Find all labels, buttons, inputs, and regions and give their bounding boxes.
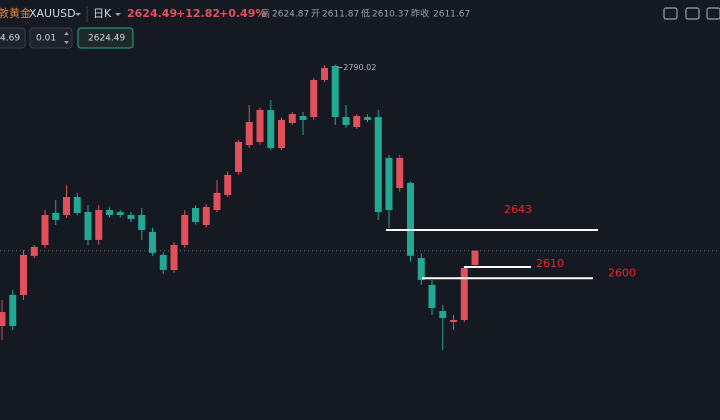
candle-body bbox=[450, 320, 457, 322]
candle-body bbox=[342, 117, 350, 126]
level-label: 2600 bbox=[608, 266, 636, 279]
candle-body bbox=[213, 192, 221, 211]
candle-body bbox=[106, 210, 113, 215]
high-label: 2790.02 bbox=[343, 63, 376, 72]
candle-body bbox=[52, 212, 60, 220]
high-value: 2624.87 bbox=[272, 10, 309, 20]
candle-body bbox=[192, 208, 199, 222]
settings-icon[interactable] bbox=[706, 7, 720, 20]
plot-area: 2790.02 2643 2610 2600 bbox=[0, 63, 720, 350]
candle-body bbox=[310, 80, 318, 118]
lot: 0.01 bbox=[36, 34, 56, 44]
prev-close-value: 2611.67 bbox=[433, 10, 470, 20]
candle-body bbox=[428, 284, 436, 308]
toolbar-icons bbox=[663, 7, 720, 20]
candle-body bbox=[95, 210, 103, 240]
prev-close-label: 昨收 bbox=[411, 8, 429, 20]
left-value: 4.69 bbox=[0, 34, 20, 44]
symbol-name[interactable]: 敦黄金 bbox=[0, 6, 31, 20]
input-box[interactable] bbox=[0, 27, 26, 49]
candle-body bbox=[374, 117, 382, 213]
candle-body bbox=[159, 254, 167, 270]
indicator-icon[interactable] bbox=[685, 7, 700, 20]
low-label: 低 bbox=[361, 8, 370, 20]
candle-body bbox=[407, 182, 414, 256]
dropdown-arrow[interactable] bbox=[75, 13, 81, 16]
candle-body bbox=[288, 113, 296, 123]
candle-body bbox=[224, 174, 232, 195]
level-label: 2643 bbox=[504, 203, 532, 216]
lot-box[interactable] bbox=[29, 27, 73, 49]
candle-body bbox=[170, 245, 178, 270]
dropdown-arrow[interactable] bbox=[115, 13, 121, 16]
open-label: 开 bbox=[311, 9, 320, 20]
candle-body bbox=[41, 214, 49, 246]
candle-body bbox=[202, 206, 210, 225]
candle-body bbox=[439, 311, 447, 318]
candle-body bbox=[138, 214, 146, 230]
period[interactable]: 日K bbox=[93, 7, 112, 20]
candle-body bbox=[278, 119, 285, 148]
candle-body bbox=[267, 109, 275, 148]
candle-body bbox=[396, 157, 404, 188]
candle-body bbox=[127, 214, 135, 219]
candle-body bbox=[245, 121, 253, 146]
candle-body bbox=[116, 212, 124, 215]
candle-body bbox=[460, 267, 468, 321]
high-label: 高 bbox=[261, 8, 270, 20]
candle-body bbox=[353, 116, 361, 128]
candle-body bbox=[331, 65, 339, 118]
candle-body bbox=[417, 258, 425, 280]
candle-body bbox=[299, 116, 307, 120]
candle-body bbox=[321, 67, 328, 81]
candle-body bbox=[30, 246, 38, 256]
low-value: 2610.37 bbox=[372, 10, 409, 20]
last-price: 2624.49 bbox=[127, 7, 177, 20]
open-value: 2611.87 bbox=[322, 10, 359, 20]
candle-body bbox=[256, 109, 264, 142]
candle-body bbox=[63, 196, 70, 215]
candle-body bbox=[20, 254, 27, 295]
candle-body bbox=[385, 157, 393, 211]
candle-body bbox=[149, 231, 156, 253]
candle-body bbox=[84, 212, 92, 240]
draw-icon[interactable] bbox=[663, 7, 678, 20]
symbol[interactable]: XAUUSD bbox=[29, 7, 76, 20]
candle-body bbox=[0, 312, 6, 326]
level-label: 2610 bbox=[536, 257, 564, 270]
spinner[interactable] bbox=[64, 32, 69, 44]
change-percent: +0.49% bbox=[219, 7, 266, 20]
change: +12.82 bbox=[176, 7, 220, 20]
candle-body bbox=[471, 250, 479, 265]
candle-body bbox=[73, 196, 81, 213]
price-box[interactable] bbox=[77, 27, 134, 49]
candle-body bbox=[9, 294, 17, 326]
order-price: 2624.49 bbox=[88, 34, 125, 44]
candle-body bbox=[364, 117, 371, 120]
candle-body bbox=[181, 214, 189, 246]
candle-body bbox=[235, 141, 242, 173]
